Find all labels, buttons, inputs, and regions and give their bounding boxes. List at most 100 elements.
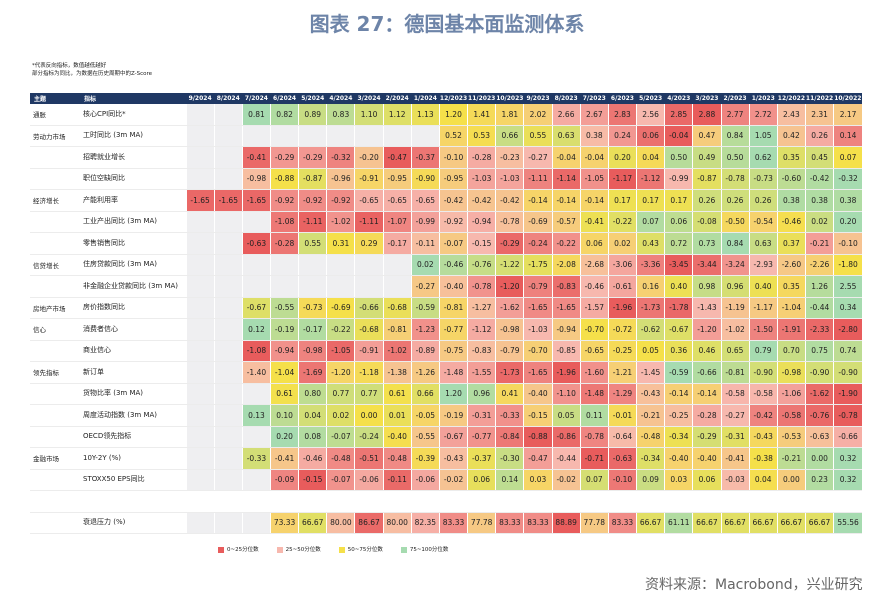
theme-cell: 信贷增长	[30, 254, 80, 276]
value-cell: -1.60	[579, 361, 609, 384]
note: *代表反向指标，数值越低越好	[32, 63, 107, 69]
value-cell: -0.46	[579, 275, 609, 298]
value-cell: 0.04	[748, 469, 778, 491]
value-cell: -0.22	[551, 232, 581, 255]
value-cell	[185, 318, 215, 341]
value-cell: 0.89	[298, 104, 327, 126]
value-cell: 0.13	[241, 404, 271, 427]
value-cell: -0.25	[664, 404, 693, 427]
value-cell: -0.15	[467, 232, 496, 255]
value-cell: 2.56	[636, 104, 665, 126]
value-cell: -0.43	[438, 447, 468, 470]
value-cell: 0.17	[607, 189, 637, 212]
value-cell	[326, 490, 355, 513]
value-cell: 1.12	[382, 104, 412, 126]
value-cell: 0.55	[298, 232, 327, 255]
value-cell: 83.33	[438, 512, 468, 534]
value-cell: -0.69	[523, 211, 553, 233]
value-cell	[185, 361, 215, 384]
value-cell	[213, 254, 243, 276]
theme-cell	[30, 146, 80, 169]
value-cell: -0.91	[354, 340, 384, 362]
value-cell: 88.89	[551, 512, 581, 534]
value-cell: -1.08	[241, 340, 271, 362]
value-cell: 0.09	[636, 469, 665, 491]
value-cell: 66.67	[692, 512, 721, 534]
value-cell: 0.10	[269, 404, 299, 427]
value-cell: -0.86	[551, 426, 581, 448]
indicator-cell: 工业产出同比 (3m MA)	[80, 211, 187, 233]
value-cell: -1.11	[354, 211, 384, 233]
value-cell	[213, 211, 243, 233]
table-row: 劳动力市场 工时同比 (3m MA) 0.52 0.53 0.66 0.55 0.63 0.3…	[30, 125, 862, 147]
legend-swatch	[400, 546, 407, 553]
value-cell: 2.67	[579, 104, 609, 126]
value-cell	[213, 340, 243, 362]
legend: 0~25分位数 25~50分位数 50~75分位数 75~100分位数	[218, 545, 448, 553]
value-cell: 0.35	[776, 146, 806, 169]
value-cell	[213, 447, 243, 470]
table-row: 领先指标 新订单 -1.40 -1.04 -1.69 -1.20 -1.18 -1.38 -1.…	[30, 361, 862, 384]
value-cell: -0.19	[438, 404, 468, 427]
theme-cell: 经济增长	[30, 189, 80, 212]
value-cell: -0.28	[692, 404, 721, 427]
value-cell	[720, 490, 750, 513]
value-cell: -0.42	[495, 189, 524, 212]
value-cell	[664, 490, 693, 513]
value-cell: -0.68	[354, 318, 384, 341]
value-cell: -0.29	[692, 426, 721, 448]
value-cell: 2.43	[776, 104, 806, 126]
value-cell: -0.19	[269, 318, 299, 341]
value-cell: -0.02	[551, 469, 581, 491]
value-cell: -3.06	[607, 254, 637, 276]
value-cell: -1.65	[213, 189, 243, 212]
value-cell: -2.33	[804, 318, 834, 341]
heatmap-table: 主题 指标 9/2024 8/2024 7/2024 6/2024 5/2024 4/2024…	[30, 93, 862, 534]
value-cell: -1.23	[410, 318, 440, 341]
legend-item: 0~25分位数	[218, 545, 259, 553]
value-cell: -1.65	[185, 189, 215, 212]
value-cell: -1.02	[382, 340, 412, 362]
value-cell: 0.77	[326, 383, 355, 405]
value-cell: 55.56	[833, 512, 862, 534]
value-cell: -0.15	[298, 469, 327, 491]
value-cell	[298, 125, 327, 147]
value-cell	[213, 512, 243, 534]
table-row: 通胀 核心CPI同比* 0.81 0.82 0.89 0.83 1.10 1.12 1.13 1.…	[30, 104, 862, 126]
value-cell: 0.07	[636, 211, 665, 233]
date-header: 1/2023	[749, 93, 778, 104]
value-cell: -1.65	[523, 297, 553, 319]
value-cell: -0.76	[467, 254, 496, 276]
value-cell: -0.87	[692, 168, 721, 190]
value-cell	[241, 275, 271, 298]
value-cell: -1.26	[410, 361, 440, 384]
value-cell: 86.67	[354, 512, 384, 534]
theme-cell	[30, 512, 80, 534]
value-cell: -0.06	[410, 469, 440, 491]
value-cell: -1.20	[495, 275, 524, 298]
value-cell: 0.26	[720, 189, 750, 212]
value-cell: -0.01	[607, 404, 637, 427]
value-cell: -1.12	[467, 318, 496, 341]
value-cell: 0.04	[636, 146, 665, 169]
date-header: 11/2023	[467, 93, 496, 104]
value-cell: -0.25	[607, 340, 637, 362]
value-cell	[241, 469, 271, 491]
value-cell: -1.78	[664, 297, 693, 319]
value-cell	[213, 104, 243, 126]
value-cell: -1.43	[692, 297, 721, 319]
value-cell	[354, 254, 384, 276]
value-cell: -1.20	[326, 361, 355, 384]
value-cell: -3.24	[720, 254, 750, 276]
theme-cell: 信心	[30, 318, 80, 341]
date-header: 12/2022	[777, 93, 806, 104]
value-cell: 0.20	[607, 146, 637, 169]
value-cell	[185, 254, 215, 276]
value-cell: 0.07	[833, 146, 862, 169]
theme-cell: 劳动力市场	[30, 125, 80, 147]
value-cell: -0.75	[438, 340, 468, 362]
value-cell: -0.55	[269, 297, 299, 319]
value-cell: -0.43	[636, 383, 665, 405]
value-cell	[185, 383, 215, 405]
